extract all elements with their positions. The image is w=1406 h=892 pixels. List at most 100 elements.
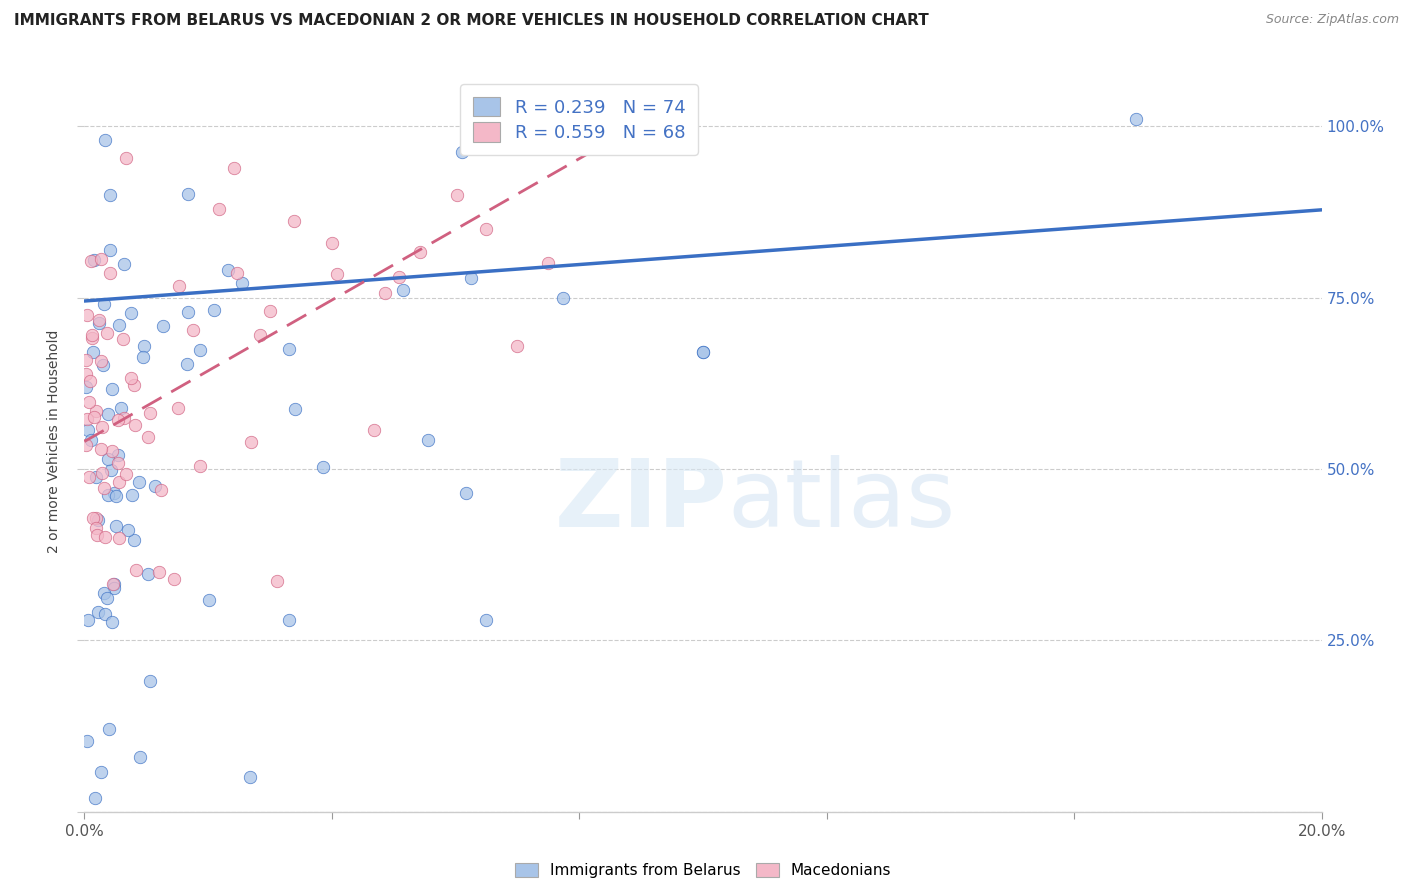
Point [134,339,156,353]
Point [76,613,98,627]
Point [277,342,299,356]
Point [129,750,152,764]
Point [139,674,162,689]
Point [692,345,714,359]
Point [138,406,160,420]
Point [91,358,114,372]
Point [98,266,121,280]
Point [107,318,129,333]
Point [249,327,271,342]
Point [374,285,396,300]
Point [80,254,103,268]
Point [177,186,200,201]
Point [222,161,245,175]
Text: ZIP: ZIP [555,455,728,547]
Point [107,475,129,489]
Y-axis label: 2 or more Vehicles in Household: 2 or more Vehicles in Household [48,330,62,553]
Point [284,402,307,417]
Text: IMMIGRANTS FROM BELARUS VS MACEDONIAN 2 OR MORE VEHICLES IN HOUSEHOLD CORRELATIO: IMMIGRANTS FROM BELARUS VS MACEDONIAN 2 … [14,13,929,29]
Point [239,435,262,450]
Point [75,380,97,394]
Point [388,269,411,284]
Point [112,332,135,346]
Point [84,470,107,484]
Point [107,413,129,427]
Point [128,475,150,489]
Point [475,613,498,627]
Point [152,319,174,334]
Point [75,438,97,452]
Point [76,423,98,437]
Point [108,531,131,545]
Point [76,412,98,426]
Point [117,523,139,537]
Point [82,345,104,359]
Point [391,284,413,298]
Point [163,572,186,586]
Point [103,581,125,595]
Point [110,401,132,415]
Point [537,256,560,270]
Point [101,577,124,591]
Point [82,511,104,525]
Point [321,235,343,250]
Point [450,145,472,159]
Text: atlas: atlas [728,455,956,547]
Point [101,615,124,629]
Point [75,353,97,368]
Point [446,188,468,202]
Point [120,306,142,320]
Point [148,565,170,579]
Point [197,593,219,607]
Point [226,266,249,280]
Point [143,478,166,492]
Text: Source: ZipAtlas.com: Source: ZipAtlas.com [1265,13,1399,27]
Point [86,521,108,535]
Point [83,791,105,805]
Point [79,374,101,388]
Point [100,188,122,202]
Point [136,567,159,582]
Point [121,488,143,502]
Point [149,483,172,497]
Point [231,276,253,290]
Point [86,527,108,541]
Point [409,244,432,259]
Point [103,486,125,500]
Point [83,409,105,424]
Legend: Immigrants from Belarus, Macedonians: Immigrants from Belarus, Macedonians [509,857,897,884]
Point [105,519,128,533]
Point [312,460,335,475]
Point [283,213,305,227]
Point [125,563,148,577]
Point [122,378,145,392]
Point [136,430,159,444]
Point [122,533,145,548]
Point [96,591,118,605]
Point [266,574,288,589]
Point [551,291,574,305]
Point [97,451,120,466]
Point [93,586,115,600]
Point [363,423,385,437]
Point [107,456,129,470]
Point [188,458,211,473]
Point [93,481,115,495]
Point [87,312,110,326]
Point [90,252,112,266]
Point [124,417,146,432]
Point [1125,112,1147,127]
Point [90,442,112,456]
Point [506,338,529,352]
Point [91,419,114,434]
Point [94,530,117,544]
Point [112,257,135,271]
Point [96,326,118,340]
Legend: R = 0.239   N = 74, R = 0.559   N = 68: R = 0.239 N = 74, R = 0.559 N = 68 [461,84,697,154]
Point [90,353,112,368]
Point [97,488,120,502]
Point [555,85,578,99]
Point [87,513,110,527]
Point [475,222,498,236]
Point [90,764,112,779]
